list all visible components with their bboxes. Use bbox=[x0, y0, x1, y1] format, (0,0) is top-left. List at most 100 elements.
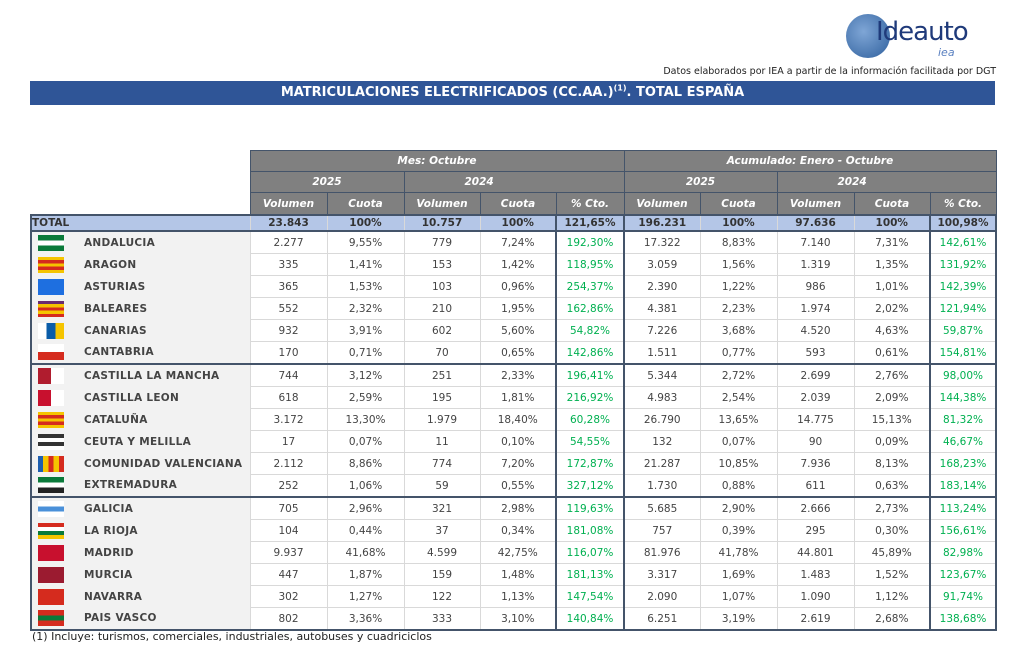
cell-value: 37 bbox=[403, 519, 481, 542]
region-name: GALICIA bbox=[84, 502, 134, 515]
cell-value: 216,92% bbox=[555, 386, 625, 409]
cell-value: 2.390 bbox=[623, 275, 701, 298]
cell-value: 59 bbox=[403, 474, 481, 498]
header-cto: % Cto. bbox=[555, 192, 625, 216]
region-name: LA RIOJA bbox=[84, 524, 138, 537]
region-name: CEUTA Y MELILLA bbox=[84, 435, 192, 448]
cell-value: 17.322 bbox=[623, 230, 701, 254]
region-name: CASTILLA LA MANCHA bbox=[84, 369, 220, 382]
cell-value: 321 bbox=[403, 496, 481, 520]
cell-value: 1,95% bbox=[479, 297, 557, 320]
cell-value: 45,89% bbox=[853, 541, 931, 564]
cell-value: 140,84% bbox=[555, 607, 625, 631]
cell-value: 82,98% bbox=[929, 541, 997, 564]
cell-value: 7,24% bbox=[479, 230, 557, 254]
source-note: Datos elaborados por IEA a partir de la … bbox=[663, 66, 996, 77]
title-rest: . TOTAL ESPAÑA bbox=[626, 85, 745, 100]
cell-value: 1.730 bbox=[623, 474, 701, 498]
cell-value: 0,96% bbox=[479, 275, 557, 298]
cell-value: 144,38% bbox=[929, 386, 997, 409]
header-volumen: Volumen bbox=[623, 192, 701, 216]
cell-value: 0,10% bbox=[479, 430, 557, 453]
cell-value: 59,87% bbox=[929, 319, 997, 342]
cell-value: 1,52% bbox=[853, 563, 931, 586]
cell-value: 1,48% bbox=[479, 563, 557, 586]
flag-icon bbox=[38, 300, 64, 317]
cell-value: 154,81% bbox=[929, 341, 997, 365]
header-cto: % Cto. bbox=[929, 192, 997, 216]
flag-icon bbox=[38, 411, 64, 428]
cell-value: 54,82% bbox=[555, 319, 625, 342]
cell-value: 81.976 bbox=[623, 541, 701, 564]
cell-value: 8,86% bbox=[326, 452, 405, 475]
cell-value: 98,00% bbox=[929, 363, 997, 387]
table-row: ARAGON 335 1,41% 153 1,42% 118,95% 3.059 1,56% 1… bbox=[30, 253, 997, 276]
cell-value: 0,09% bbox=[853, 430, 931, 453]
cell-value: 123,67% bbox=[929, 563, 997, 586]
cell-value: 18,40% bbox=[479, 408, 557, 431]
cell-value: 932 bbox=[249, 319, 328, 342]
region-name: EXTREMADURA bbox=[84, 479, 178, 492]
total-value: 121,65% bbox=[555, 214, 625, 232]
header-year: 2025 bbox=[623, 171, 778, 193]
cell-value: 90 bbox=[776, 430, 855, 453]
cell-value: 7,20% bbox=[479, 452, 557, 475]
cell-value: 103 bbox=[403, 275, 481, 298]
header-acumulado: Acumulado: Enero - Octubre bbox=[623, 150, 997, 172]
cell-value: 1.090 bbox=[776, 585, 855, 608]
cell-value: 13,30% bbox=[326, 408, 405, 431]
cell-value: 116,07% bbox=[555, 541, 625, 564]
cell-value: 2,23% bbox=[699, 297, 778, 320]
cell-value: 4.520 bbox=[776, 319, 855, 342]
flag-icon bbox=[38, 566, 64, 583]
cell-value: 181,13% bbox=[555, 563, 625, 586]
header-volumen: Volumen bbox=[403, 192, 481, 216]
cell-value: 2,54% bbox=[699, 386, 778, 409]
footnote: (1) Incluye: turismos, comerciales, indu… bbox=[32, 630, 432, 643]
cell-value: 593 bbox=[776, 341, 855, 365]
cell-value: 168,23% bbox=[929, 452, 997, 475]
cell-value: 1,53% bbox=[326, 275, 405, 298]
total-label: TOTAL bbox=[30, 214, 251, 232]
cell-value: 0,77% bbox=[699, 341, 778, 365]
flag-icon bbox=[38, 610, 64, 627]
cell-value: 365 bbox=[249, 275, 328, 298]
cell-value: 552 bbox=[249, 297, 328, 320]
cell-value: 11 bbox=[403, 430, 481, 453]
cell-value: 15,13% bbox=[853, 408, 931, 431]
cell-value: 147,54% bbox=[555, 585, 625, 608]
table-row: NAVARRA 302 1,27% 122 1,13% 147,54% 2.090 1,07%… bbox=[30, 585, 997, 608]
header-year: 2025 bbox=[249, 171, 405, 193]
cell-value: 1,41% bbox=[326, 253, 405, 276]
region-name: CANTABRIA bbox=[84, 346, 154, 359]
cell-value: 5,60% bbox=[479, 319, 557, 342]
flag-icon bbox=[38, 544, 64, 561]
cell-value: 1,56% bbox=[699, 253, 778, 276]
table-row: COMUNIDAD VALENCIANA 2.112 8,86% 774 7,20% 17… bbox=[30, 452, 997, 475]
header-cuota: Cuota bbox=[853, 192, 931, 216]
cell-value: 1,35% bbox=[853, 253, 931, 276]
cell-value: 1.319 bbox=[776, 253, 855, 276]
cell-value: 192,30% bbox=[555, 230, 625, 254]
cell-value: 41,78% bbox=[699, 541, 778, 564]
header-cuota: Cuota bbox=[479, 192, 557, 216]
flag-icon bbox=[38, 433, 64, 450]
cell-value: 21.287 bbox=[623, 452, 701, 475]
cell-value: 44.801 bbox=[776, 541, 855, 564]
header-volumen: Volumen bbox=[249, 192, 328, 216]
cell-value: 2.666 bbox=[776, 496, 855, 520]
cell-value: 986 bbox=[776, 275, 855, 298]
cell-value: 3,19% bbox=[699, 607, 778, 631]
cell-value: 1.511 bbox=[623, 341, 701, 365]
header-mes: Mes: Octubre bbox=[249, 150, 625, 172]
globe-icon bbox=[846, 14, 890, 58]
cell-value: 251 bbox=[403, 363, 481, 387]
region-name: ANDALUCIA bbox=[84, 236, 156, 249]
cell-value: 81,32% bbox=[929, 408, 997, 431]
region-name: MURCIA bbox=[84, 568, 133, 581]
flag-icon bbox=[38, 588, 64, 605]
total-row: TOTAL 23.843 100% 10.757 100% 121,65% 196.231 1… bbox=[30, 214, 997, 232]
cell-value: 8,13% bbox=[853, 452, 931, 475]
cell-value: 1,69% bbox=[699, 563, 778, 586]
header-cuota: Cuota bbox=[699, 192, 778, 216]
